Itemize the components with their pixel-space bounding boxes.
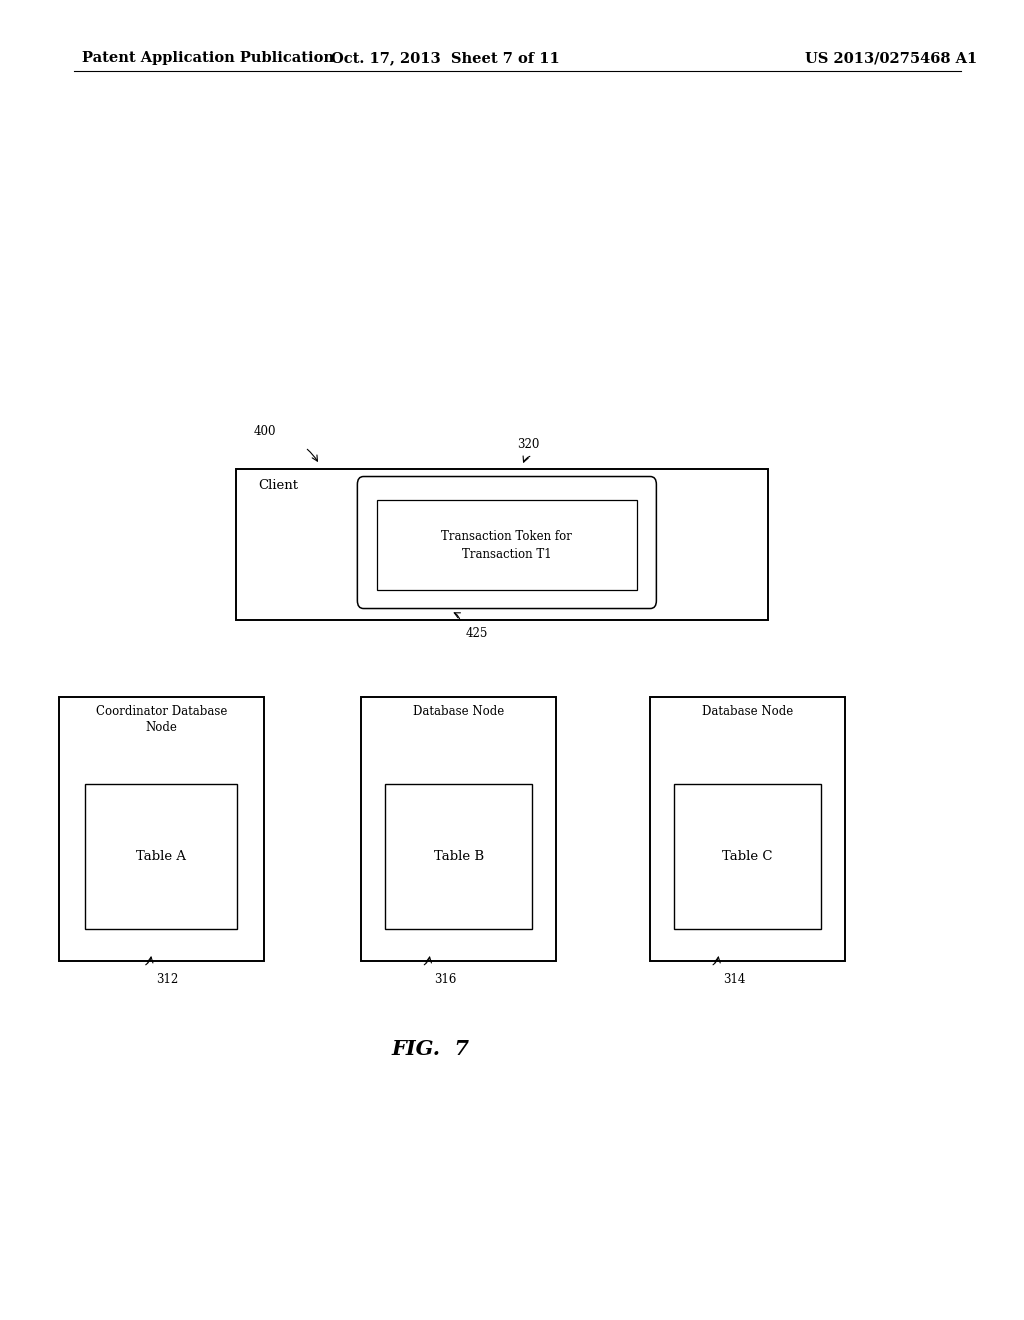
Text: 320: 320	[517, 438, 540, 451]
Text: Coordinator Database
Node: Coordinator Database Node	[96, 705, 227, 734]
Text: Client: Client	[258, 479, 298, 492]
Text: Database Node: Database Node	[413, 705, 505, 718]
Text: 316: 316	[434, 973, 457, 986]
Text: US 2013/0275468 A1: US 2013/0275468 A1	[805, 51, 977, 65]
Bar	[385, 784, 532, 929]
Text: 400: 400	[254, 425, 276, 438]
Text: Patent Application Publication: Patent Application Publication	[82, 51, 334, 65]
Text: Table C: Table C	[722, 850, 773, 863]
Bar	[674, 784, 821, 929]
Bar	[59, 697, 264, 961]
Bar	[361, 697, 556, 961]
Bar	[236, 469, 768, 620]
Text: Table A: Table A	[136, 850, 185, 863]
Text: 314: 314	[723, 973, 745, 986]
Bar	[377, 500, 637, 590]
Text: Database Node: Database Node	[701, 705, 794, 718]
Text: 312: 312	[156, 973, 178, 986]
Text: Table B: Table B	[434, 850, 483, 863]
Text: Oct. 17, 2013  Sheet 7 of 11: Oct. 17, 2013 Sheet 7 of 11	[331, 51, 560, 65]
Bar	[85, 784, 237, 929]
Text: 425: 425	[466, 627, 488, 640]
Text: FIG.  7: FIG. 7	[391, 1039, 469, 1060]
FancyBboxPatch shape	[357, 477, 656, 609]
Text: Transaction Token for
Transaction T1: Transaction Token for Transaction T1	[441, 529, 572, 561]
Bar	[650, 697, 845, 961]
